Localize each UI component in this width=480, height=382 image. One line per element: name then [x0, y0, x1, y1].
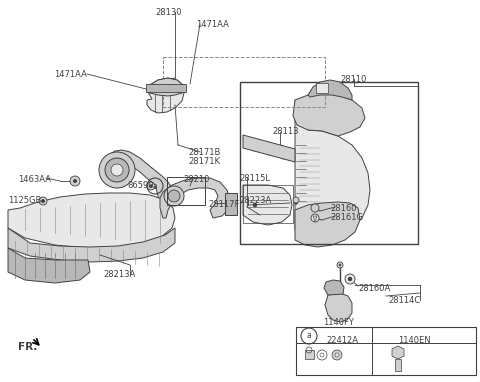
- Text: 28114C: 28114C: [388, 296, 420, 305]
- Circle shape: [295, 199, 297, 201]
- Polygon shape: [8, 228, 175, 262]
- Text: 1125GB: 1125GB: [8, 196, 41, 205]
- Circle shape: [149, 185, 153, 188]
- Text: 1463AA: 1463AA: [18, 175, 51, 184]
- Text: 28115L: 28115L: [239, 174, 270, 183]
- Text: a: a: [307, 332, 312, 340]
- Bar: [240, 82, 418, 244]
- Circle shape: [39, 197, 47, 205]
- Bar: [243, 185, 293, 223]
- Text: 1471AA: 1471AA: [196, 20, 229, 29]
- Text: 28223A: 28223A: [239, 196, 271, 205]
- Text: 22412A: 22412A: [326, 336, 358, 345]
- Text: 28160A: 28160A: [358, 284, 390, 293]
- Polygon shape: [325, 293, 352, 322]
- Circle shape: [295, 201, 298, 204]
- Bar: [296, 327, 476, 375]
- Bar: [163, 57, 325, 107]
- Circle shape: [73, 180, 76, 183]
- Polygon shape: [308, 80, 352, 100]
- Polygon shape: [392, 346, 404, 359]
- Polygon shape: [8, 193, 175, 248]
- Polygon shape: [148, 78, 183, 96]
- Circle shape: [345, 274, 355, 284]
- Polygon shape: [243, 135, 295, 162]
- Polygon shape: [243, 185, 292, 225]
- Circle shape: [332, 350, 342, 360]
- Polygon shape: [316, 83, 328, 93]
- Circle shape: [147, 182, 155, 190]
- Circle shape: [337, 262, 343, 268]
- Text: a: a: [153, 181, 157, 191]
- Circle shape: [293, 197, 299, 203]
- Bar: [146, 84, 186, 92]
- Text: FR.: FR.: [18, 342, 37, 352]
- Text: 28113: 28113: [272, 127, 299, 136]
- Text: 28161G: 28161G: [330, 213, 363, 222]
- Circle shape: [168, 190, 180, 202]
- Polygon shape: [225, 193, 237, 215]
- Bar: [167, 177, 205, 205]
- Circle shape: [99, 152, 135, 188]
- Text: 28130: 28130: [155, 8, 181, 17]
- Text: 28160: 28160: [330, 204, 357, 213]
- Text: 28117F: 28117F: [208, 200, 240, 209]
- Polygon shape: [295, 100, 370, 238]
- Circle shape: [41, 199, 45, 202]
- Text: 28210: 28210: [183, 175, 209, 184]
- Text: 86590: 86590: [127, 181, 154, 190]
- Circle shape: [311, 204, 319, 212]
- Text: 1140EN: 1140EN: [398, 336, 431, 345]
- Text: 28171K: 28171K: [188, 157, 220, 166]
- Polygon shape: [147, 78, 184, 113]
- Bar: [395, 359, 401, 371]
- Text: 28213A: 28213A: [103, 270, 135, 279]
- Polygon shape: [8, 248, 90, 283]
- Polygon shape: [103, 150, 174, 204]
- Polygon shape: [313, 216, 317, 222]
- Circle shape: [70, 176, 80, 186]
- Polygon shape: [324, 280, 344, 295]
- Polygon shape: [293, 93, 365, 136]
- Circle shape: [253, 203, 257, 207]
- Circle shape: [335, 353, 339, 357]
- Polygon shape: [160, 178, 230, 218]
- Circle shape: [313, 207, 316, 209]
- Circle shape: [313, 207, 316, 209]
- Circle shape: [111, 164, 123, 176]
- Text: 28171B: 28171B: [188, 148, 220, 157]
- Circle shape: [41, 199, 45, 202]
- Text: 1471AA: 1471AA: [54, 70, 87, 79]
- Circle shape: [311, 214, 319, 222]
- Circle shape: [348, 277, 352, 281]
- Text: 28110: 28110: [340, 75, 366, 84]
- Polygon shape: [295, 202, 360, 247]
- Circle shape: [164, 186, 184, 206]
- Circle shape: [73, 180, 76, 183]
- Bar: [305, 350, 314, 359]
- Circle shape: [105, 158, 129, 182]
- Text: 1140FY: 1140FY: [323, 318, 354, 327]
- Circle shape: [339, 264, 341, 266]
- Circle shape: [348, 277, 351, 280]
